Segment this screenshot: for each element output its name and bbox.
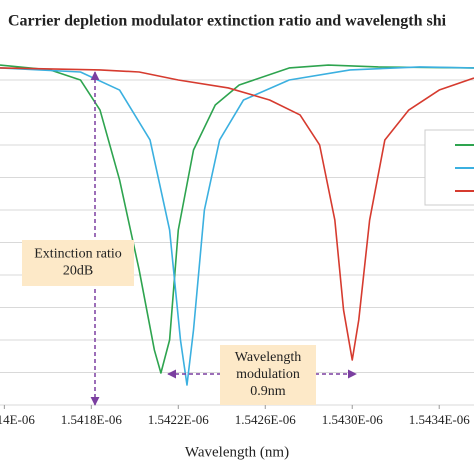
series-line xyxy=(0,67,474,361)
annotation-text: 20dB xyxy=(63,264,93,279)
annotation-box xyxy=(220,345,316,405)
annotations: Extinction ratio 20dB Wavelength modulation… xyxy=(22,71,474,406)
annotation-text: Extinction ratio xyxy=(34,247,121,262)
annotation-box xyxy=(22,240,134,286)
series-line xyxy=(0,66,474,386)
x-tick-label: 1.5422E-06 xyxy=(148,412,210,427)
x-axis-label: Wavelength (nm) xyxy=(185,444,289,460)
annotation-text: Wavelength xyxy=(235,350,302,365)
x-tick-label: 1.5430E-06 xyxy=(322,412,384,427)
x-tick-label: 1.5434E-06 xyxy=(409,412,471,427)
annotation-text: 0.9nm xyxy=(250,384,286,399)
x-tick-label: 1.5418E-06 xyxy=(61,412,123,427)
annotation-text: modulation xyxy=(236,367,300,382)
chart-title: Carrier depletion modulator extinction r… xyxy=(8,13,447,30)
x-tick-label: 1.5414E-06 xyxy=(0,412,35,427)
x-tick-label: 1.5426E-06 xyxy=(235,412,297,427)
lines xyxy=(0,64,474,386)
